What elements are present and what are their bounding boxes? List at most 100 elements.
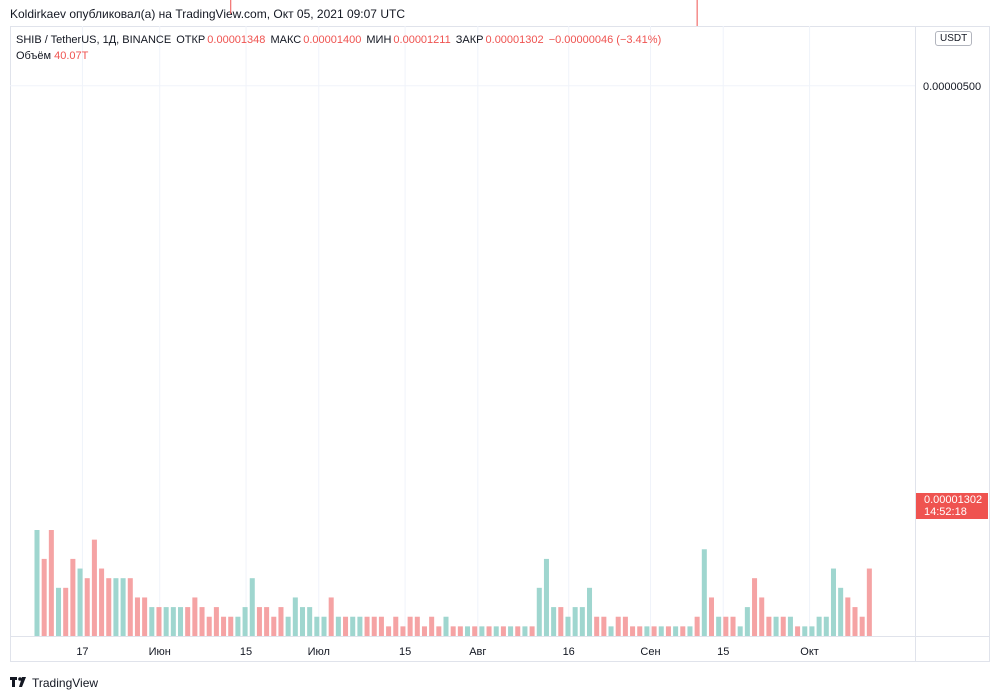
volume-bar xyxy=(479,626,485,636)
volume-label: Объём xyxy=(16,50,52,62)
volume-bar xyxy=(586,587,593,636)
volume-bar xyxy=(536,587,542,636)
volume-bar xyxy=(766,616,772,636)
volume-bar xyxy=(759,597,765,636)
time-axis-tick: 15 xyxy=(717,646,729,658)
volume-bars xyxy=(34,530,872,636)
volume-bar xyxy=(41,558,47,636)
volume-bar xyxy=(637,626,643,636)
volume-bar xyxy=(271,616,277,636)
volume-bar xyxy=(522,626,528,636)
volume-bar xyxy=(235,616,241,636)
volume-bar xyxy=(730,616,736,636)
volume-bar xyxy=(371,616,377,636)
volume-bar xyxy=(321,616,327,636)
volume-bar xyxy=(551,607,557,636)
volume-bar xyxy=(314,616,320,636)
volume-bar xyxy=(838,587,844,636)
volume-bar xyxy=(177,607,184,636)
volume-bar xyxy=(34,530,40,636)
volume-bar xyxy=(228,616,234,636)
volume-bar xyxy=(113,578,119,636)
volume-bar xyxy=(99,568,105,636)
volume-bar xyxy=(63,587,69,636)
footer-brand[interactable]: TradingView xyxy=(10,675,98,690)
time-axis-tick: 15 xyxy=(240,646,252,658)
tradingview-logo-icon xyxy=(10,675,28,690)
volume-bar xyxy=(615,616,621,636)
volume-bar xyxy=(665,626,671,636)
time-axis-tick: Июл xyxy=(308,646,330,658)
volume-bar xyxy=(357,616,363,636)
volume-bar xyxy=(350,616,356,636)
volume-bar xyxy=(515,626,521,636)
volume-bar xyxy=(70,558,76,636)
volume-bar xyxy=(450,626,456,636)
volume-bar xyxy=(644,626,650,636)
volume-bar xyxy=(436,626,442,636)
price-axis: 0.000055000.000050000.000045000.00004000… xyxy=(923,81,981,93)
currency-badge[interactable]: USDT xyxy=(935,31,973,46)
volume-bar xyxy=(780,616,786,636)
volume-bar xyxy=(508,626,514,636)
volume-bar xyxy=(694,616,700,636)
volume-bar xyxy=(673,626,679,636)
volume-bar xyxy=(737,626,743,636)
volume-bar xyxy=(421,626,427,636)
time-axis-tick: Авг xyxy=(469,646,486,658)
volume-bar xyxy=(335,616,341,636)
volume-bar xyxy=(249,578,255,636)
change-value: −0.00000046 (−3.41%) xyxy=(548,34,662,46)
volume-bar xyxy=(701,549,707,636)
volume-bar xyxy=(149,607,155,636)
volume-bar xyxy=(816,616,822,636)
volume-bar xyxy=(364,616,370,636)
time-axis-separator xyxy=(10,636,990,637)
price-axis-separator xyxy=(915,26,916,662)
volume-legend[interactable]: Объём 40.07T xyxy=(16,50,88,62)
volume-bar xyxy=(465,626,471,636)
low-value: 0.00001211 xyxy=(393,34,451,46)
volume-bar xyxy=(91,539,97,636)
volume-bar xyxy=(429,616,435,636)
volume-bar xyxy=(529,626,535,636)
last-price-tag: 0.00001302 14:52:18 xyxy=(916,493,988,519)
symbol-title[interactable]: SHIB / TetherUS, 1Д, BINANCE xyxy=(16,34,172,46)
price-axis-tick: 0.00000500 xyxy=(923,81,981,93)
time-axis-tick: Сен xyxy=(640,646,660,658)
volume-bar xyxy=(292,597,298,636)
volume-bar xyxy=(185,607,191,636)
volume-bar xyxy=(285,616,291,636)
volume-bar xyxy=(472,626,478,636)
volume-bar xyxy=(407,616,413,636)
volume-bar xyxy=(651,626,657,636)
volume-bar xyxy=(787,616,793,636)
volume-bar xyxy=(558,607,564,636)
time-axis: 17 Июн 15 Июл 15 Авг 16 Сен 15 Окт xyxy=(76,646,819,658)
volume-bar xyxy=(859,616,865,636)
volume-bar xyxy=(680,626,686,636)
volume-bar xyxy=(708,597,715,636)
time-axis-tick: 15 xyxy=(399,646,411,658)
volume-bar xyxy=(809,626,815,636)
volume-bar xyxy=(852,607,858,636)
volume-bar xyxy=(795,626,801,636)
time-axis-tick: Окт xyxy=(800,646,819,658)
volume-bar xyxy=(84,578,90,636)
volume-bar xyxy=(572,607,578,636)
volume-bar xyxy=(192,597,198,636)
time-axis-tick: 16 xyxy=(563,646,575,658)
volume-bar xyxy=(723,616,729,636)
symbol-legend[interactable]: SHIB / TetherUS, 1Д, BINANCE ОТКР 0.00001… xyxy=(16,34,663,46)
high-value: 0.00001400 xyxy=(303,34,362,46)
time-axis-tick: Июн xyxy=(149,646,171,658)
volume-bar xyxy=(386,626,392,636)
close-label: ЗАКР xyxy=(455,34,484,46)
volume-bar xyxy=(622,616,628,636)
volume-bar xyxy=(134,597,140,636)
volume-bar xyxy=(242,607,248,636)
open-label: ОТКР xyxy=(176,34,206,46)
volume-bar xyxy=(170,607,176,636)
volume-bar xyxy=(213,607,219,636)
